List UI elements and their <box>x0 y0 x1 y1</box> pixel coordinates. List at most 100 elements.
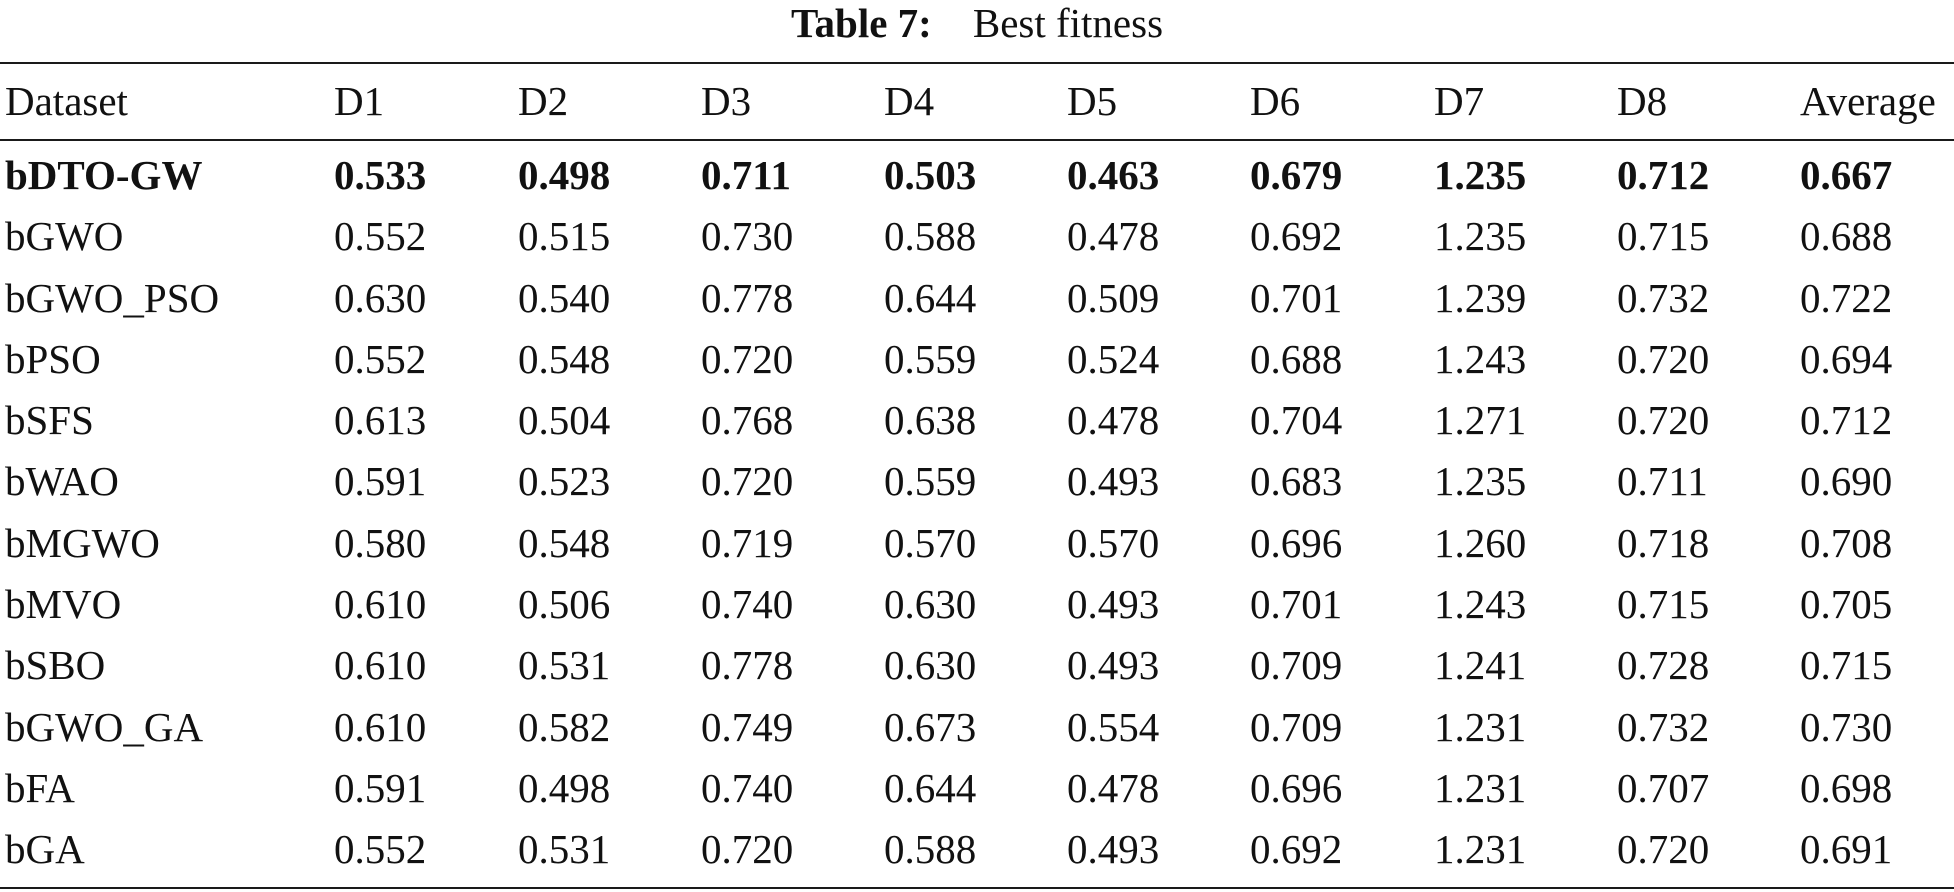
cell-d7: 1.260 <box>1434 519 1527 566</box>
cell-average: 0.688 <box>1800 213 1893 260</box>
cell-dataset: bMGWO <box>5 519 160 566</box>
cell-d6: 0.688 <box>1250 335 1343 382</box>
cell-d6: 0.704 <box>1250 397 1343 444</box>
cell-d2: 0.531 <box>518 826 611 873</box>
cell-average: 0.722 <box>1800 274 1893 321</box>
cell-d1: 0.580 <box>334 519 427 566</box>
table-row: bSBO 0.610 0.531 0.778 0.630 0.493 0.709 1.241 0… <box>0 635 1954 696</box>
cell-d4: 0.588 <box>884 826 977 873</box>
cell-d7: 1.243 <box>1434 581 1527 628</box>
cell-d4: 0.559 <box>884 335 977 382</box>
cell-d7: 1.239 <box>1434 274 1527 321</box>
column-header-d6: D6 <box>1250 78 1301 124</box>
cell-d5: 0.493 <box>1067 642 1160 689</box>
table-caption-text: Best fitness <box>972 0 1164 46</box>
cell-d2: 0.498 <box>518 152 611 198</box>
cell-average: 0.691 <box>1800 826 1893 873</box>
cell-d5: 0.493 <box>1067 826 1160 873</box>
column-header-d8: D8 <box>1617 78 1668 124</box>
cell-d3: 0.749 <box>701 703 794 750</box>
cell-d4: 0.644 <box>884 764 977 811</box>
cell-d7: 1.235 <box>1434 213 1527 260</box>
table-caption: Table 7: Best fitness <box>0 0 1954 50</box>
cell-dataset: bWAO <box>5 458 119 505</box>
cell-d2: 0.506 <box>518 581 611 628</box>
cell-d6: 0.679 <box>1250 152 1343 198</box>
table-row-best: bDTO-GW 0.533 0.498 0.711 0.503 0.463 0.679 1.2… <box>0 139 1954 206</box>
cell-d5: 0.509 <box>1067 274 1160 321</box>
column-header-d7: D7 <box>1434 78 1485 124</box>
table-row: bGA 0.552 0.531 0.720 0.588 0.493 0.692 1.231 0.… <box>0 819 1954 880</box>
table-row: bPSO 0.552 0.548 0.720 0.559 0.524 0.688 1.243 0… <box>0 329 1954 390</box>
cell-average: 0.708 <box>1800 519 1893 566</box>
cell-d3: 0.720 <box>701 458 794 505</box>
cell-d6: 0.692 <box>1250 826 1343 873</box>
table-row: bMVO 0.610 0.506 0.740 0.630 0.493 0.701 1.243 0… <box>0 574 1954 635</box>
cell-average: 0.712 <box>1800 397 1893 444</box>
cell-d3: 0.730 <box>701 213 794 260</box>
cell-d5: 0.493 <box>1067 581 1160 628</box>
cell-d1: 0.610 <box>334 703 427 750</box>
cell-dataset: bMVO <box>5 581 122 628</box>
cell-d6: 0.696 <box>1250 764 1343 811</box>
cell-d2: 0.531 <box>518 642 611 689</box>
cell-d4: 0.559 <box>884 458 977 505</box>
table-header-rule <box>0 139 1954 141</box>
cell-d7: 1.241 <box>1434 642 1527 689</box>
cell-d8: 0.720 <box>1617 335 1710 382</box>
cell-d2: 0.582 <box>518 703 611 750</box>
cell-d2: 0.515 <box>518 213 611 260</box>
cell-average: 0.667 <box>1800 152 1893 198</box>
cell-d3: 0.720 <box>701 335 794 382</box>
cell-d4: 0.644 <box>884 274 977 321</box>
cell-d1: 0.630 <box>334 274 427 321</box>
cell-d2: 0.498 <box>518 764 611 811</box>
cell-d3: 0.768 <box>701 397 794 444</box>
cell-d8: 0.720 <box>1617 826 1710 873</box>
cell-d1: 0.591 <box>334 764 427 811</box>
cell-d3: 0.778 <box>701 642 794 689</box>
cell-dataset: bSFS <box>5 397 94 444</box>
cell-d3: 0.720 <box>701 826 794 873</box>
cell-d7: 1.231 <box>1434 826 1527 873</box>
cell-d8: 0.718 <box>1617 519 1710 566</box>
table-row: bFA 0.591 0.498 0.740 0.644 0.478 0.696 1.231 0.… <box>0 758 1954 819</box>
cell-d7: 1.235 <box>1434 458 1527 505</box>
column-header-d4: D4 <box>884 78 935 124</box>
column-header-dataset: Dataset <box>5 78 128 124</box>
table-top-rule <box>0 62 1954 64</box>
cell-d3: 0.778 <box>701 274 794 321</box>
cell-d5: 0.478 <box>1067 213 1160 260</box>
cell-average: 0.705 <box>1800 581 1893 628</box>
cell-average: 0.730 <box>1800 703 1893 750</box>
cell-d5: 0.493 <box>1067 458 1160 505</box>
cell-d2: 0.504 <box>518 397 611 444</box>
cell-d1: 0.613 <box>334 397 427 444</box>
table-caption-label: Table 7: <box>790 0 932 46</box>
cell-d4: 0.503 <box>884 152 977 198</box>
cell-d8: 0.728 <box>1617 642 1710 689</box>
cell-d2: 0.548 <box>518 335 611 382</box>
cell-d4: 0.673 <box>884 703 977 750</box>
cell-d1: 0.610 <box>334 581 427 628</box>
cell-d3: 0.740 <box>701 764 794 811</box>
best-fitness-table: Dataset D1 D2 D3 D4 D5 D6 D7 D8 Average … <box>0 64 1954 881</box>
cell-d4: 0.570 <box>884 519 977 566</box>
cell-average: 0.690 <box>1800 458 1893 505</box>
cell-average: 0.698 <box>1800 764 1893 811</box>
cell-d7: 1.271 <box>1434 397 1527 444</box>
cell-d4: 0.630 <box>884 642 977 689</box>
cell-d2: 0.548 <box>518 519 611 566</box>
cell-d4: 0.588 <box>884 213 977 260</box>
table-row: bGWO_GA 0.610 0.582 0.749 0.673 0.554 0.709 1.2… <box>0 697 1954 758</box>
column-header-d3: D3 <box>701 78 752 124</box>
cell-d3: 0.719 <box>701 519 794 566</box>
table-body: bDTO-GW 0.533 0.498 0.711 0.503 0.463 0.679 1.2… <box>0 139 1954 881</box>
cell-d6: 0.709 <box>1250 642 1343 689</box>
cell-d1: 0.552 <box>334 335 427 382</box>
cell-dataset: bDTO-GW <box>5 152 203 198</box>
cell-d5: 0.463 <box>1067 152 1160 198</box>
table-caption-gap <box>942 0 963 46</box>
cell-d3: 0.740 <box>701 581 794 628</box>
cell-d6: 0.709 <box>1250 703 1343 750</box>
